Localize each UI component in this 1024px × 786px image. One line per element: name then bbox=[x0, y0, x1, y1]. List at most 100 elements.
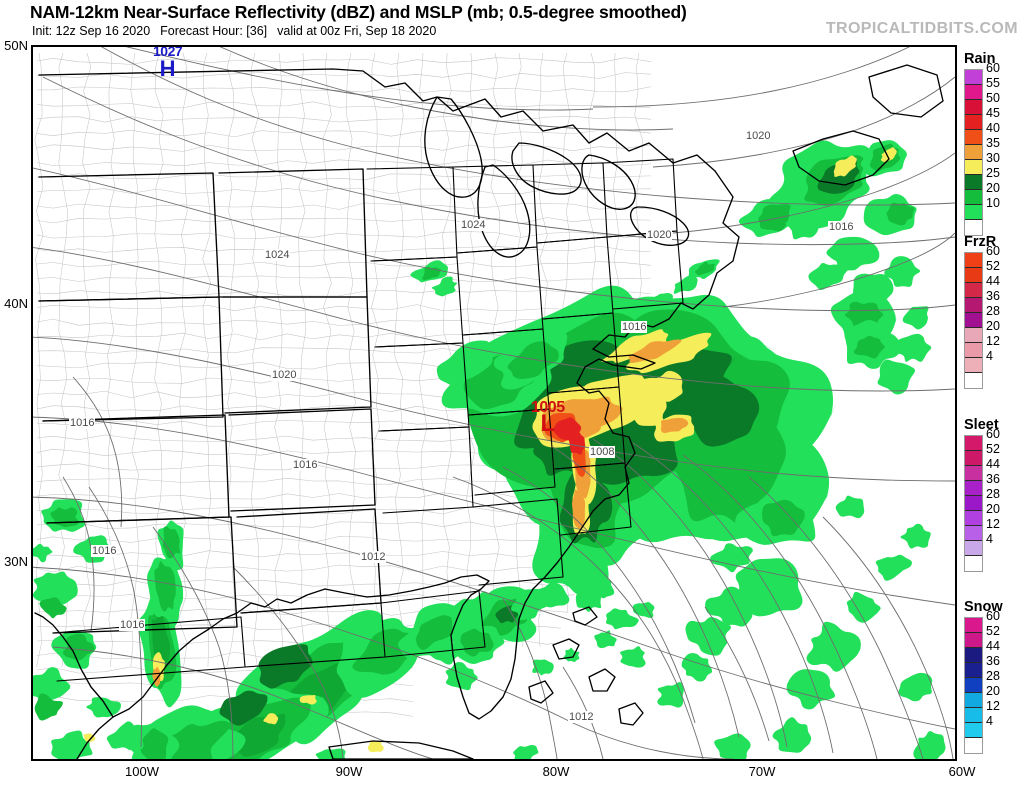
colorbar-tick-label: 28 bbox=[986, 668, 1000, 683]
colorbar-swatch bbox=[965, 677, 982, 693]
isobar-label: 1024 bbox=[460, 219, 487, 231]
colorbar-swatch bbox=[965, 282, 982, 298]
colorbar-swatch bbox=[965, 480, 982, 496]
colorbar-swatch bbox=[965, 114, 982, 130]
isobar-label: 1020 bbox=[271, 369, 298, 381]
high-pressure-value: 1027 bbox=[153, 45, 183, 59]
colorbar-swatch bbox=[965, 692, 982, 708]
colorbar-tick-label: 12 bbox=[986, 516, 1000, 531]
colorbar-tick-label: 4 bbox=[986, 531, 993, 546]
colorbar-swatch bbox=[965, 662, 982, 678]
isobar-label: 1016 bbox=[828, 221, 855, 233]
colorbar-swatch bbox=[965, 357, 982, 373]
colorbar-swatch bbox=[965, 510, 982, 526]
colorbar-swatch bbox=[965, 327, 982, 343]
colorbar-tick-label: 4 bbox=[986, 713, 993, 728]
colorbar-rain-title: Rain bbox=[964, 51, 996, 67]
colorbar-swatch bbox=[965, 69, 982, 85]
colorbar-tick-label: 20 bbox=[986, 180, 1000, 195]
colorbar-swatch bbox=[965, 99, 982, 115]
colorbar-swatch bbox=[965, 129, 982, 145]
isobar-label: 1016 bbox=[69, 417, 96, 429]
colorbar-tick-label: 50 bbox=[986, 90, 1000, 105]
colorbar-tick-label: 45 bbox=[986, 105, 1000, 120]
colorbar-tick-label: 52 bbox=[986, 258, 1000, 273]
high-pressure-marker: 1027 H bbox=[153, 45, 183, 80]
colorbar-rain-ticks: 60 55 50 45 40 35 30 25 20 10 bbox=[984, 60, 1024, 219]
colorbar-frzr-body: 60 52 44 36 28 20 12 4 bbox=[962, 243, 1024, 389]
lat-label-40n: 40N bbox=[4, 296, 28, 311]
colorbar-swatch bbox=[965, 372, 982, 388]
lon-label-90w: 90W bbox=[335, 764, 363, 779]
colorbar-tick-label: 36 bbox=[986, 653, 1000, 668]
colorbar-tick-label: 40 bbox=[986, 120, 1000, 135]
lon-label-60w: 60W bbox=[948, 764, 976, 779]
isobar-label: 1020 bbox=[646, 229, 673, 241]
lon-label-70w: 70W bbox=[748, 764, 776, 779]
colorbar-tick-label: 60 bbox=[986, 243, 1000, 258]
isobar-label: 1020 bbox=[745, 130, 772, 142]
lat-label-30n: 30N bbox=[4, 554, 28, 569]
colorbar-swatch bbox=[965, 495, 982, 511]
colorbar-frzr-title: FrzR bbox=[964, 234, 997, 250]
colorbar-tick-label: 36 bbox=[986, 288, 1000, 303]
colorbar-tick-label: 20 bbox=[986, 501, 1000, 516]
colorbar-tick-label: 36 bbox=[986, 471, 1000, 486]
colorbar-tick-label: 12 bbox=[986, 698, 1000, 713]
map-canvas[interactable]: 1027 H 1005 L 1024 1024 1020 1020 1020 1016 10… bbox=[31, 45, 957, 761]
colorbar-tick-label: 20 bbox=[986, 318, 1000, 333]
colorbar-tick-label: 35 bbox=[986, 135, 1000, 150]
low-pressure-marker: 1005 L bbox=[531, 400, 565, 436]
colorbar-frzr-swatches bbox=[964, 251, 983, 389]
colorbar-tick-label: 30 bbox=[986, 150, 1000, 165]
colorbar-snow-title: Snow bbox=[964, 599, 1003, 615]
colorbar-sleet-ticks: 60 52 44 36 28 20 12 4 bbox=[984, 427, 1024, 555]
colorbar-rain-body: 60 55 50 45 40 35 30 25 20 10 bbox=[962, 60, 1024, 236]
colorbar-frzr[interactable]: FrzR 60 52 44 36 28 20 12 4 bbox=[962, 234, 1024, 389]
isobar-label: 1016 bbox=[292, 459, 319, 471]
init-time: Init: 12z Sep 16 2020 bbox=[32, 24, 151, 38]
colorbar-sleet-body: 60 52 44 36 28 20 12 4 bbox=[962, 427, 1024, 572]
colorbar-sleet[interactable]: Sleet 60 52 44 36 28 20 12 4 bbox=[962, 417, 1024, 572]
colorbar-swatch bbox=[965, 219, 982, 235]
isobar-label: 1008 bbox=[589, 446, 616, 458]
colorbar-swatch bbox=[965, 189, 982, 205]
isobar-label: 1024 bbox=[264, 249, 291, 261]
colorbar-tick-label: 44 bbox=[986, 273, 1000, 288]
colorbar-swatch bbox=[965, 647, 982, 663]
colorbar-sleet-title: Sleet bbox=[964, 417, 999, 433]
colorbar-tick-label: 52 bbox=[986, 441, 1000, 456]
isobar-label: 1016 bbox=[621, 321, 648, 333]
colorbar-swatch bbox=[965, 737, 982, 753]
colorbar-tick-label: 44 bbox=[986, 638, 1000, 653]
colorbar-swatch bbox=[965, 525, 982, 541]
colorbar-tick-label: 25 bbox=[986, 165, 1000, 180]
colorbar-snow-ticks: 60 52 44 36 28 20 12 4 bbox=[984, 608, 1024, 737]
forecast-hour: Forecast Hour: [36] bbox=[160, 24, 268, 38]
colorbar-swatch bbox=[965, 450, 982, 466]
valid-time: valid at 00z Fri, Sep 18 2020 bbox=[277, 24, 437, 38]
colorbar-swatch bbox=[965, 297, 982, 313]
colorbar-swatch bbox=[965, 144, 982, 160]
colorbar-rain[interactable]: Rain 60 55 50 45 40 35 30 25 20 10 bbox=[962, 51, 1024, 236]
isobar-label: 1012 bbox=[568, 711, 595, 723]
colorbar-tick-label: 52 bbox=[986, 623, 1000, 638]
colorbar-swatch bbox=[965, 617, 982, 633]
colorbar-swatch bbox=[965, 465, 982, 481]
colorbar-tick-label: 20 bbox=[986, 683, 1000, 698]
colorbar-swatch bbox=[965, 342, 982, 358]
colorbar-swatch bbox=[965, 204, 982, 220]
colorbar-swatch bbox=[965, 267, 982, 283]
colorbar-tick-label: 60 bbox=[986, 608, 1000, 623]
colorbar-swatch bbox=[965, 252, 982, 268]
colorbar-swatch bbox=[965, 174, 982, 190]
colorbar-swatch bbox=[965, 84, 982, 100]
page-title: NAM-12km Near-Surface Reflectivity (dBZ)… bbox=[30, 2, 687, 22]
colorbar-rain-swatches bbox=[964, 68, 983, 236]
colorbar-swatch bbox=[965, 722, 982, 738]
colorbar-tick-label: 55 bbox=[986, 75, 1000, 90]
colorbar-tick-label: 60 bbox=[986, 60, 1000, 75]
colorbar-tick-label: 12 bbox=[986, 333, 1000, 348]
colorbar-snow[interactable]: Snow 60 52 44 36 28 20 12 4 bbox=[962, 599, 1024, 754]
